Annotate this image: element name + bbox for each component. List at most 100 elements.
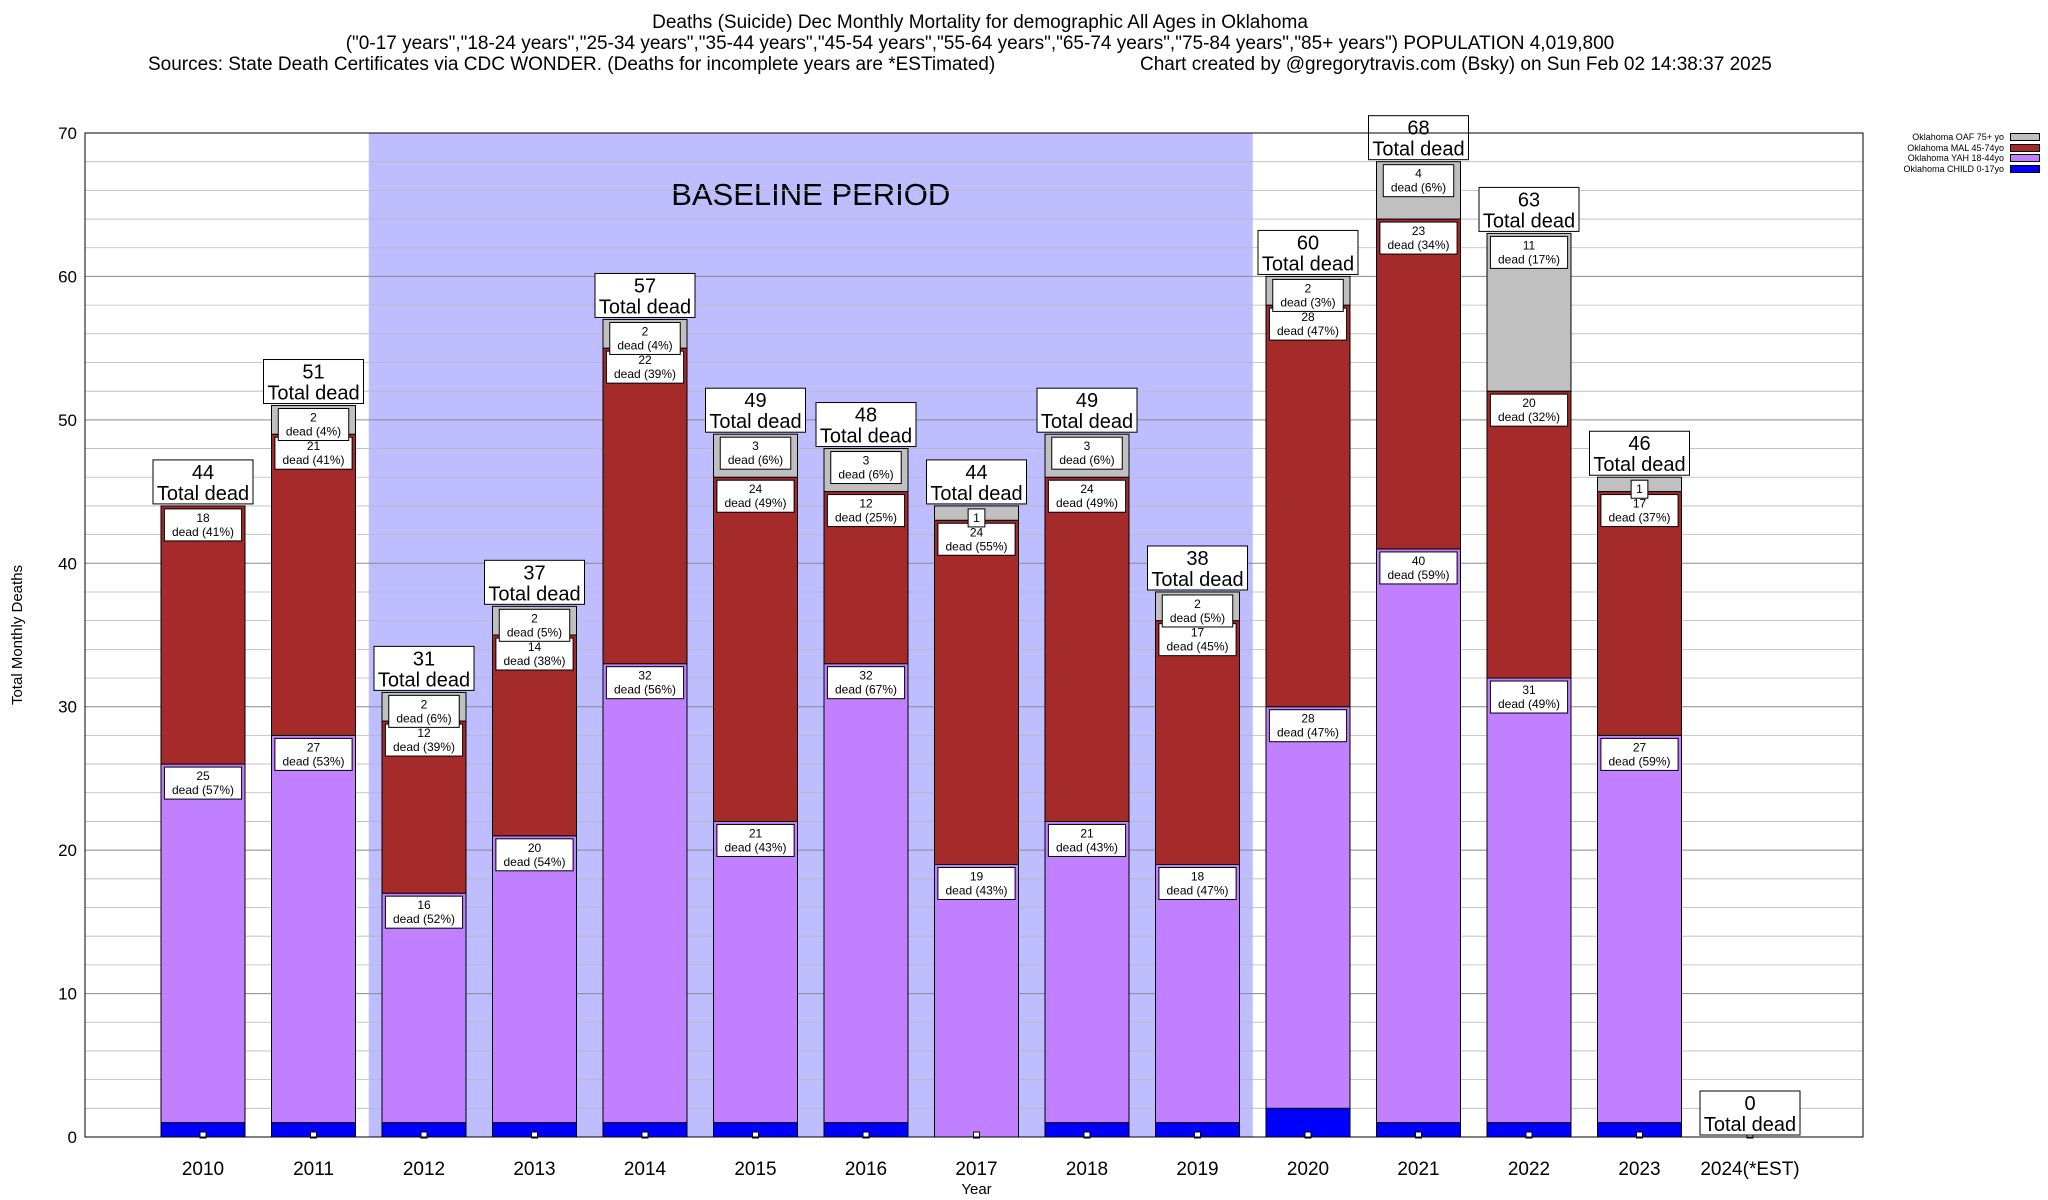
total-caption: Total dead <box>1372 139 1464 161</box>
total-label-box <box>705 387 806 433</box>
data-label-text: dead (59%) <box>1608 754 1670 768</box>
legend-item: Oklahoma OAF 75+ yo <box>1903 132 2040 143</box>
total-label-box <box>373 645 475 691</box>
total-value: 37 <box>523 562 545 584</box>
data-label-text: 22 <box>638 353 652 367</box>
bar-segment <box>1376 548 1461 1124</box>
data-label-text: 18 <box>1191 869 1205 883</box>
data-label-text: dead (6%) <box>838 468 893 482</box>
total-label-box <box>594 272 696 318</box>
x-tick-label: 2010 <box>182 1159 224 1180</box>
total-caption: Total dead <box>709 411 801 433</box>
data-label-text: dead (67%) <box>835 683 897 697</box>
total-caption: Total dead <box>599 296 691 318</box>
x-tick-label: 2023 <box>1618 1159 1660 1180</box>
chart-sources: Sources: State Death Certificates via CD… <box>148 54 996 75</box>
data-label-text: 32 <box>638 669 652 683</box>
chart-subtitle: ("0-17 years","18-24 years","25-34 years… <box>345 33 1615 54</box>
bar-segment <box>160 763 246 1124</box>
bar-segment <box>1597 491 1682 736</box>
data-label-text: 2 <box>1305 281 1312 295</box>
data-label-box <box>716 823 795 857</box>
x-tick-label: 2013 <box>513 1159 555 1180</box>
data-label-text: dead (6%) <box>728 453 783 467</box>
chart-title: Deaths (Suicide) Dec Monthly Mortality f… <box>652 12 1308 33</box>
data-label-box <box>605 666 685 700</box>
chart-legend: Oklahoma OAF 75+ yo Oklahoma MAL 45-74yo… <box>1903 132 2040 174</box>
data-label-text: dead (5%) <box>507 625 562 639</box>
data-label-text: 14 <box>528 640 542 654</box>
legend-label: Oklahoma OAF 75+ yo <box>1912 132 2004 142</box>
total-value: 46 <box>1628 433 1650 455</box>
baseline-marker <box>752 1131 759 1139</box>
data-label-text: 16 <box>417 898 431 912</box>
data-label-text: 21 <box>307 439 321 453</box>
data-label-text: dead (32%) <box>1498 410 1560 424</box>
data-label-text: 17 <box>1633 497 1647 511</box>
data-label-box <box>495 637 574 671</box>
data-label-text: 17 <box>1191 626 1205 640</box>
bar-segment <box>271 433 356 736</box>
data-label-text: 12 <box>859 497 873 511</box>
total-label-box <box>1257 229 1359 275</box>
y-tick-label: 20 <box>58 841 77 860</box>
total-caption: Total dead <box>820 426 912 448</box>
data-label-text: 23 <box>1412 224 1426 238</box>
legend-swatch <box>2010 143 2040 152</box>
legend-item: Oklahoma CHILD 0-17yo <box>1903 164 2040 175</box>
data-label-box <box>1489 680 1569 714</box>
legend-swatch <box>2010 133 2040 142</box>
data-label-text: 20 <box>1522 396 1536 410</box>
plot-frame <box>84 132 1864 1138</box>
y-tick-label: 30 <box>58 698 77 717</box>
y-tick-label: 0 <box>68 1128 77 1147</box>
data-label-text: 2 <box>310 411 317 425</box>
data-label-text: dead (43%) <box>945 883 1007 897</box>
total-label-box <box>1589 430 1690 476</box>
total-caption: Total dead <box>930 483 1022 505</box>
data-label-box <box>826 666 906 700</box>
total-value: 44 <box>192 462 214 484</box>
total-value: 48 <box>855 405 877 427</box>
data-label-text: dead (56%) <box>614 683 676 697</box>
data-label-box <box>1379 551 1458 585</box>
total-value: 51 <box>302 362 324 384</box>
data-label-text: dead (38%) <box>503 654 565 668</box>
data-label-box <box>388 694 460 728</box>
data-label-text: dead (39%) <box>614 367 676 381</box>
data-label-text: 11 <box>1523 238 1536 252</box>
x-tick-label: 2020 <box>1287 1159 1329 1180</box>
data-label-text: 4 <box>1415 167 1422 181</box>
data-label-text: dead (6%) <box>1059 453 1114 467</box>
data-label-text: dead (55%) <box>945 539 1007 553</box>
total-value: 60 <box>1297 232 1319 254</box>
data-label-box <box>1268 307 1348 341</box>
data-label-text: 28 <box>1301 310 1315 324</box>
total-caption: Total dead <box>1041 411 1133 433</box>
data-label-text: 21 <box>1080 826 1094 840</box>
data-label-box <box>830 451 902 485</box>
x-tick-label: 2015 <box>734 1159 776 1180</box>
bar-segment <box>271 734 356 1124</box>
x-tick-label: 2024(*EST) <box>1700 1159 1799 1180</box>
data-label-box <box>1158 623 1237 657</box>
y-tick-label: 10 <box>58 985 77 1004</box>
total-caption: Total dead <box>1483 210 1575 232</box>
data-label-box <box>967 508 986 528</box>
total-value: 31 <box>413 648 435 670</box>
data-label-box <box>498 608 571 642</box>
data-label-text: 24 <box>970 525 984 539</box>
legend-item: Oklahoma MAL 45-74yo <box>1903 143 2040 154</box>
